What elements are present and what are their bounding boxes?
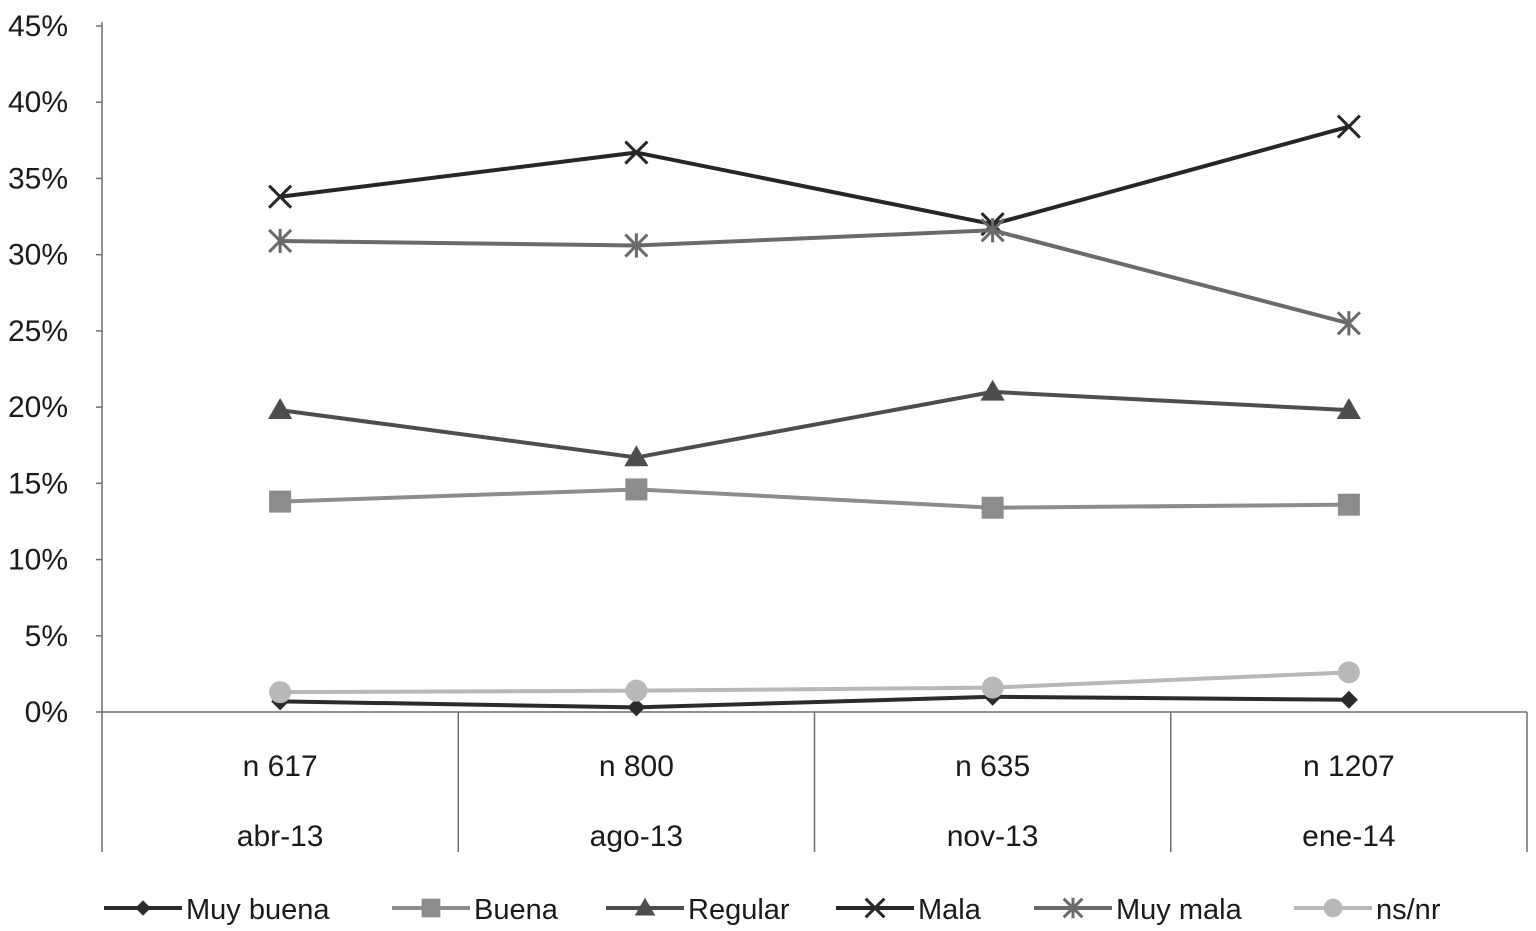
- data-point: [625, 478, 648, 501]
- legend: Muy buena Buena Regular Mala Muy mala ns/nr: [104, 894, 1441, 926]
- y-tick-label: 10%: [8, 544, 68, 577]
- legend-item: ns/nr: [1294, 894, 1441, 926]
- x-category-n-label: n 800: [599, 750, 674, 783]
- y-tick-label: 15%: [8, 467, 68, 500]
- y-tick-label: 20%: [8, 391, 68, 424]
- legend-swatch-marker: [1062, 897, 1084, 919]
- data-point: [1336, 311, 1361, 336]
- data-point: [981, 676, 1004, 699]
- legend-swatch-marker: [135, 900, 151, 916]
- y-tick-label: 35%: [8, 162, 68, 195]
- x-category-n-label: n 1207: [1303, 750, 1395, 783]
- data-point: [268, 228, 293, 254]
- data-point: [980, 218, 1005, 243]
- data-point: [624, 140, 649, 165]
- series-mala: [268, 114, 1361, 237]
- y-tick-label: 30%: [8, 239, 68, 272]
- legend-label: Muy buena: [186, 894, 330, 926]
- y-tick-label: 25%: [8, 315, 68, 348]
- series-muy-mala: [268, 218, 1361, 336]
- legend-item: Mala: [836, 894, 982, 926]
- data-point: [1336, 114, 1361, 139]
- legend-item: Buena: [392, 894, 559, 926]
- x-category-date-label: ago-13: [590, 820, 683, 853]
- x-category-date-label: ene-14: [1302, 820, 1395, 853]
- legend-swatch-marker: [634, 897, 656, 916]
- data-point: [627, 698, 646, 717]
- series-line: [280, 487, 1349, 510]
- legend-swatch-marker: [864, 897, 886, 919]
- data-point: [1337, 661, 1360, 684]
- x-category-date-label: abr-13: [237, 820, 324, 853]
- y-tick-label: 45%: [8, 10, 68, 43]
- x-axis-category-table: n 617 abr-13 n 800 ago-13 n 635 nov-13 n 1207 e…: [237, 750, 1396, 853]
- y-tick-label: 0%: [25, 696, 68, 729]
- legend-item: Regular: [606, 894, 790, 926]
- data-point: [981, 496, 1004, 519]
- legend-label: Mala: [918, 894, 982, 926]
- data-point: [1337, 493, 1360, 516]
- data-point: [268, 398, 293, 419]
- legend-label: Regular: [688, 894, 790, 926]
- legend-swatch-marker: [421, 898, 441, 918]
- legend-item: Muy mala: [1034, 894, 1243, 926]
- series-line: [280, 228, 1350, 326]
- data-point: [624, 233, 649, 258]
- series-buena: [269, 478, 1360, 519]
- y-tick-label: 40%: [8, 86, 68, 119]
- legend-swatch-marker: [1323, 898, 1343, 918]
- series-line: [280, 670, 1349, 695]
- x-category-date-label: nov-13: [947, 820, 1039, 853]
- legend-label: Muy mala: [1116, 894, 1243, 926]
- chart-axes: [101, 22, 1528, 852]
- data-point: [1339, 690, 1358, 709]
- series-ns-nr: [269, 661, 1360, 704]
- series-line: [280, 694, 1349, 710]
- data-point: [625, 679, 648, 702]
- y-axis-tick-labels: 0% 5% 10% 15% 20% 25% 30% 35% 40% 45%: [8, 10, 102, 729]
- series-line: [279, 124, 1350, 227]
- y-tick-label: 5%: [25, 620, 68, 653]
- data-point: [624, 445, 649, 467]
- data-point: [269, 681, 292, 704]
- legend-label: Buena: [474, 894, 559, 926]
- data-point: [269, 490, 292, 513]
- legend-item: Muy buena: [104, 894, 330, 926]
- series-group: [268, 114, 1361, 717]
- data-point: [1336, 398, 1361, 419]
- data-point: [268, 184, 293, 209]
- x-category-n-label: n 635: [955, 750, 1030, 783]
- series-regular: [268, 379, 1361, 467]
- series-line: [279, 389, 1349, 460]
- legend-label: ns/nr: [1376, 894, 1441, 926]
- data-point: [980, 379, 1005, 401]
- x-category-n-label: n 617: [243, 750, 318, 783]
